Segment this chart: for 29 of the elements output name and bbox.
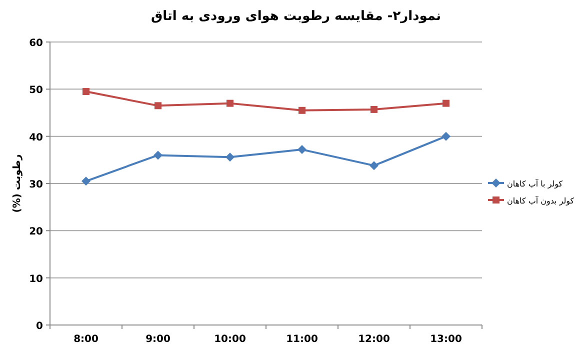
- point: [370, 161, 378, 170]
- y-tick-label: 50: [29, 85, 44, 96]
- point: [82, 176, 90, 186]
- point: [370, 106, 378, 113]
- point: [298, 145, 306, 154]
- y-tick-label: 40: [29, 132, 44, 144]
- point: [226, 100, 234, 107]
- y-axis-title: رطوبت (%): [12, 154, 23, 213]
- point: [82, 88, 90, 96]
- point: [298, 106, 306, 114]
- point: [154, 102, 162, 110]
- point: [154, 150, 162, 160]
- chart-title: نمودار۲- مقایسه رطوبت هوای ورودی به اتاق: [150, 9, 442, 24]
- y-tick-label: 10: [29, 274, 44, 285]
- legend-label: کولر بدون آب کاهان: [507, 196, 574, 206]
- y-tick-label: 20: [29, 226, 44, 238]
- y-tick-label: 0: [36, 321, 44, 332]
- x-tick-label: 9:00: [146, 334, 170, 345]
- x-tick-label: 13:00: [430, 334, 462, 345]
- y-tick-label: 30: [29, 180, 44, 190]
- x-tick-label: 11:00: [286, 334, 318, 345]
- x-tick-label: 12:00: [358, 334, 390, 345]
- point: [442, 132, 450, 141]
- point: [226, 152, 234, 162]
- y-tick-label: 60: [29, 38, 44, 49]
- legend-label: کولر با آب کاهان: [507, 178, 563, 188]
- x-tick-label: 10:00: [214, 334, 246, 345]
- x-tick-label: 8:00: [74, 334, 98, 345]
- point: [442, 100, 450, 107]
